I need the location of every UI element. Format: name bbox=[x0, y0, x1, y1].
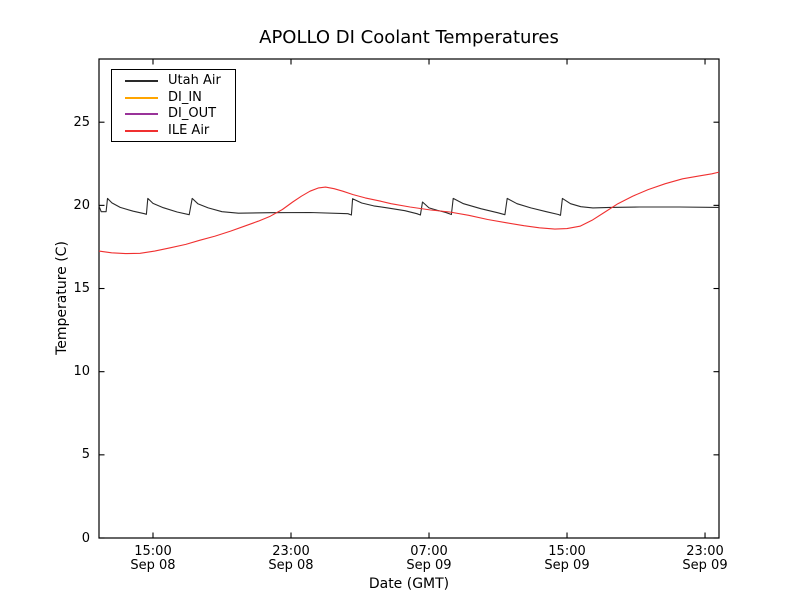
series-line-ile-air bbox=[98, 171, 720, 255]
legend-item: Utah Air bbox=[112, 73, 235, 90]
legend-line-sample bbox=[125, 113, 158, 116]
x-tick-label: 15:00 Sep 08 bbox=[111, 545, 195, 573]
x-tick-date: Sep 09 bbox=[406, 558, 452, 573]
legend-item-label: DI_OUT bbox=[168, 106, 217, 122]
legend-item-label: Utah Air bbox=[168, 73, 221, 89]
y-tick-label: 25 bbox=[73, 114, 90, 130]
legend-item: DI_IN bbox=[112, 90, 235, 107]
y-tick-label: 20 bbox=[73, 197, 90, 213]
x-tick-time: 07:00 bbox=[410, 544, 448, 559]
x-tick-time: 15:00 bbox=[548, 544, 586, 559]
y-tick-label: 5 bbox=[81, 447, 90, 463]
legend-item-label: DI_IN bbox=[168, 89, 202, 105]
plot-frame bbox=[98, 58, 720, 539]
legend-box: Utah Air DI_IN DI_OUT ILE Air bbox=[111, 69, 236, 142]
x-tick-label: 07:00 Sep 09 bbox=[387, 545, 471, 573]
x-tick-label: 15:00 Sep 09 bbox=[525, 545, 609, 573]
x-tick-date: Sep 09 bbox=[544, 558, 590, 573]
chart-title: APOLLO DI Coolant Temperatures bbox=[259, 27, 559, 48]
x-tick-date: Sep 08 bbox=[130, 558, 176, 573]
y-tick-label: 0 bbox=[81, 530, 90, 546]
x-tick-label: 23:00 Sep 09 bbox=[663, 545, 747, 573]
legend-item-label: ILE Air bbox=[168, 122, 210, 138]
x-tick-date: Sep 08 bbox=[268, 558, 314, 573]
x-tick-time: 23:00 bbox=[272, 544, 310, 559]
x-tick-time: 23:00 bbox=[686, 544, 724, 559]
series-line-utah-air bbox=[98, 197, 720, 216]
x-tick-date: Sep 09 bbox=[682, 558, 728, 573]
legend-line-sample bbox=[125, 96, 158, 99]
x-axis-label: Date (GMT) bbox=[368, 576, 450, 592]
y-tick-label: 15 bbox=[73, 281, 90, 297]
legend-item: ILE Air bbox=[112, 123, 235, 140]
y-axis-label: Temperature (C) bbox=[54, 241, 70, 355]
legend-line-sample bbox=[125, 129, 158, 132]
legend-line-sample bbox=[125, 80, 158, 83]
x-tick-label: 23:00 Sep 08 bbox=[249, 545, 333, 573]
legend-item: DI_OUT bbox=[112, 106, 235, 123]
y-tick-label: 10 bbox=[73, 364, 90, 380]
x-tick-time: 15:00 bbox=[134, 544, 172, 559]
